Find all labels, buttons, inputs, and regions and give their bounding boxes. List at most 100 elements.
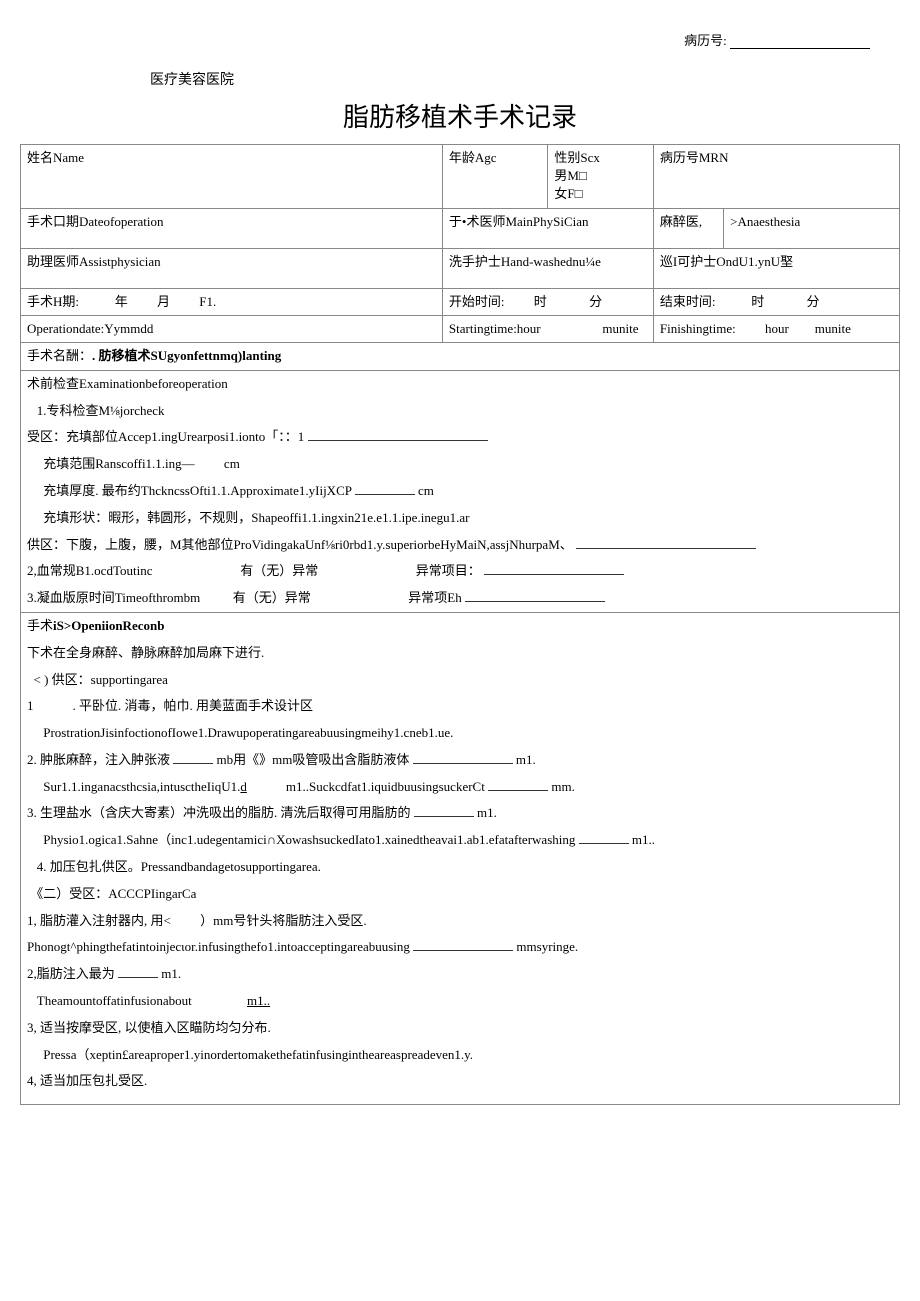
timing-row-2: Operationdate:Yymmdd Startingtime:hour m… — [21, 315, 900, 342]
supply-area-row: 供区：下腹，上腹，腰，M其他部位ProVidingakaUnf⅛ri0rbd1.… — [21, 532, 900, 559]
thickness-text: 充填厚度. 最布约ThckncssOfti1.1.Approximate1.yI… — [43, 483, 351, 498]
surgery-title: 手术iS>OpeniionReconb — [27, 618, 164, 633]
op-name-row: 手术名酬：. 肪移植术SUgyonfettnmq)lanting — [21, 342, 900, 370]
surgery-title-row: 手术iS>OpeniionReconb — [21, 612, 900, 639]
step2-row: 2. 肿胀麻醉，注入肿张液 mb用《》mm吸管吸出含脂肪液体 m1. — [21, 747, 900, 774]
step1-text: . 平卧位. 消毒，帕巾. 用美蓝面手术设计区 — [73, 698, 314, 713]
thromb-label: 3.凝血版原时间Timeofthrombm — [27, 590, 200, 605]
astep2-en-text: Theamountoffatinfusionabout — [37, 993, 192, 1008]
blood-label: 2,血常规B1.ocdToutinc — [27, 563, 152, 578]
document-title: 脂肪移植术手术记录 — [20, 97, 900, 134]
step4-row: 4. 加压包扎供区。Pressandbandagetosupportingare… — [21, 854, 900, 881]
hour-en-label: hour — [765, 321, 789, 336]
supply-area-title-text: < ) 供区：supportingarea — [34, 672, 168, 687]
astep2-en-row: Theamountoffatinfusionabout m1.. — [21, 988, 900, 1015]
step2-en-d: d — [240, 779, 247, 794]
age-cell: 年龄Agc — [442, 145, 547, 209]
step2-en2-text: m1..Suckcdfat1.iquidbuusingsuckerCt — [286, 779, 485, 794]
sex-label: 性别Scx — [554, 150, 600, 165]
supply-area-title: < ) 供区：supportingarea — [21, 667, 900, 694]
hour-label2: 时 — [751, 294, 764, 309]
preexam-item1-text: 1.专科检查M⅛jorcheck — [37, 403, 165, 418]
start-time-cell: 开始时间: 时 分 — [442, 288, 653, 315]
accept-area-text: 受区：充填部位Accep1.ingUrearposi1.ionto「：：1 — [27, 429, 304, 444]
hospital-name: 医疗美容医院 — [150, 69, 900, 89]
fill-range-text: 充填范围Ranscoffi1.1.ing— — [43, 456, 194, 471]
end-time-cell: 结束时间: 时 分 — [653, 288, 899, 315]
step2b-text: mb用《》mm吸管吸出含脂肪液体 — [217, 752, 410, 767]
astep1-en-blank — [413, 937, 513, 951]
female-label: 女F□ — [554, 186, 582, 201]
step2-en-row: Sur1.1.inganacsthcsia,intusctheIiqU1.d m… — [21, 774, 900, 801]
accept-area-title-text: 《二）受区：ACCCPIingarCa — [30, 886, 196, 901]
start-en-label: Startingtime:hour — [449, 321, 541, 336]
accept-area-row: 受区：充填部位Accep1.ingUrearposi1.ionto「：：1 — [21, 424, 900, 451]
step3-en2-text: m1.. — [632, 832, 655, 847]
step2c-text: m1. — [516, 752, 536, 767]
astep2-en2-text: m1.. — [247, 993, 270, 1008]
cm-text2: cm — [418, 483, 434, 498]
astep2-text: 2,脂肪注入最为 — [27, 966, 115, 981]
male-label: 男M□ — [554, 168, 586, 183]
mrn-cell: 病历号MRN — [653, 145, 899, 209]
fill-range-row: 充填范围Ranscoffi1.1.ing— cm — [21, 451, 900, 478]
min-label: 分 — [589, 294, 602, 309]
astep3-en-row: Pressa（xeptin£areaproper1.yinordertomake… — [21, 1042, 900, 1069]
astep3-row: 3, 适当按摩受区, 以使植入区瞄防均匀分布. — [21, 1015, 900, 1042]
thickness-row: 充填厚度. 最布约ThckncssOfti1.1.Approximate1.yI… — [21, 478, 900, 505]
ondul-cell: 巡I可护士OndU1.ynU埾 — [653, 248, 899, 288]
op-period-cell: 手术H期: 年 月 F1. — [21, 288, 443, 315]
anaesth-cell2: >Anaesthesia — [724, 208, 900, 248]
thickness-blank — [355, 481, 415, 495]
header-record-number: 病历号: — [20, 30, 900, 49]
assist-cell: 助理医师Assistphysician — [21, 248, 443, 288]
has-abnormal1: 有（无）异常 — [240, 563, 318, 578]
op-period-label: 手术H期: — [27, 294, 79, 309]
sex-cell: 性别Scx 男M□ 女F□ — [548, 145, 653, 209]
astep4-row: 4, 适当加压包扎受区. — [21, 1068, 900, 1104]
surgery-desc: 下术在全身麻醉、静脉麻醉加局麻下进行. — [21, 640, 900, 667]
blood-row: 2,血常规B1.ocdToutinc 有（无）异常 异常项目： — [21, 558, 900, 585]
step3-en-row: Physio1.ogica1.Sahne（inc1.udegentamici∩X… — [21, 827, 900, 854]
astep2b-text: m1. — [161, 966, 181, 981]
abnormal-item-blank — [484, 561, 624, 575]
cm-text: cm — [224, 456, 240, 471]
step2-en3-text: mm. — [551, 779, 574, 794]
op-name-cell: 手术名酬：. 肪移植术SUgyonfettnmq)lanting — [21, 342, 900, 370]
munite-label: munite — [602, 321, 638, 336]
step2-text: 2. 肿胀麻醉，注入肿张液 — [27, 752, 170, 767]
op-date-cell: 手术口期Dateofoperation — [21, 208, 443, 248]
hour-label: 时 — [534, 294, 547, 309]
op-name-label: 手术名酬： — [27, 348, 92, 363]
step1-row: 1 . 平卧位. 消毒，帕巾. 用美蓝面手术设计区 — [21, 693, 900, 720]
op-name-value: . 肪移植术SUgyonfettnmq)lanting — [92, 348, 281, 363]
abnormal-eh-label: 异常项Eh — [408, 590, 461, 605]
astep1-row: 1, 脂肪灌入注射器内, 用< ）mm号针头将脂肪注入受区. — [21, 908, 900, 935]
astep2-blank — [118, 964, 158, 978]
finish-en-label: Finishingtime: — [660, 321, 736, 336]
step1-en-text: ProstrationJisinfoctionofIowe1.Drawupope… — [43, 725, 453, 740]
step3-en-text: Physio1.ogica1.Sahne（inc1.udegentamici∩X… — [43, 832, 575, 847]
accept-area-title-row: 《二）受区：ACCCPIingarCa — [21, 881, 900, 908]
preexam-title: 术前检查Examinationbeforeoperation — [21, 370, 900, 397]
supply-area-text: 供区：下腹，上腹，腰，M其他部位ProVidingakaUnf⅛ri0rbd1.… — [27, 537, 573, 552]
year-label: 年 — [115, 294, 128, 309]
step3b-text: m1. — [477, 805, 497, 820]
finish-en-cell: Finishingtime: hour munite — [653, 315, 899, 342]
step2-en-text: Sur1.1.inganacsthcsia,intusctheIiqU1. — [43, 779, 240, 794]
step3-en-blank — [579, 830, 629, 844]
handwashed-cell: 洗手护士Hand-washednu¼e — [442, 248, 653, 288]
abnormal-item-label: 异常项目： — [416, 563, 481, 578]
month-label: 月 — [157, 294, 170, 309]
astep1-en2-text: mmsyringe. — [516, 939, 578, 954]
step2-en-blank — [488, 777, 548, 791]
main-phys-cell: 于•术医师MainPhySiCian — [442, 208, 653, 248]
step1-num: 1 — [27, 698, 34, 713]
astep2-row: 2,脂肪注入最为 m1. — [21, 961, 900, 988]
op-date-en-cell: Operationdate:Yymmdd — [21, 315, 443, 342]
timing-row-1: 手术H期: 年 月 F1. 开始时间: 时 分 结束时间: 时 分 — [21, 288, 900, 315]
step3-row: 3. 生理盐水（含庆大寄素）冲洗吸出的脂肪. 清洗后取得可用脂肪的 m1. — [21, 800, 900, 827]
step2-blank2 — [413, 750, 513, 764]
record-num-blank — [730, 33, 870, 49]
anaesth-cell1: 麻醉医, — [653, 208, 723, 248]
